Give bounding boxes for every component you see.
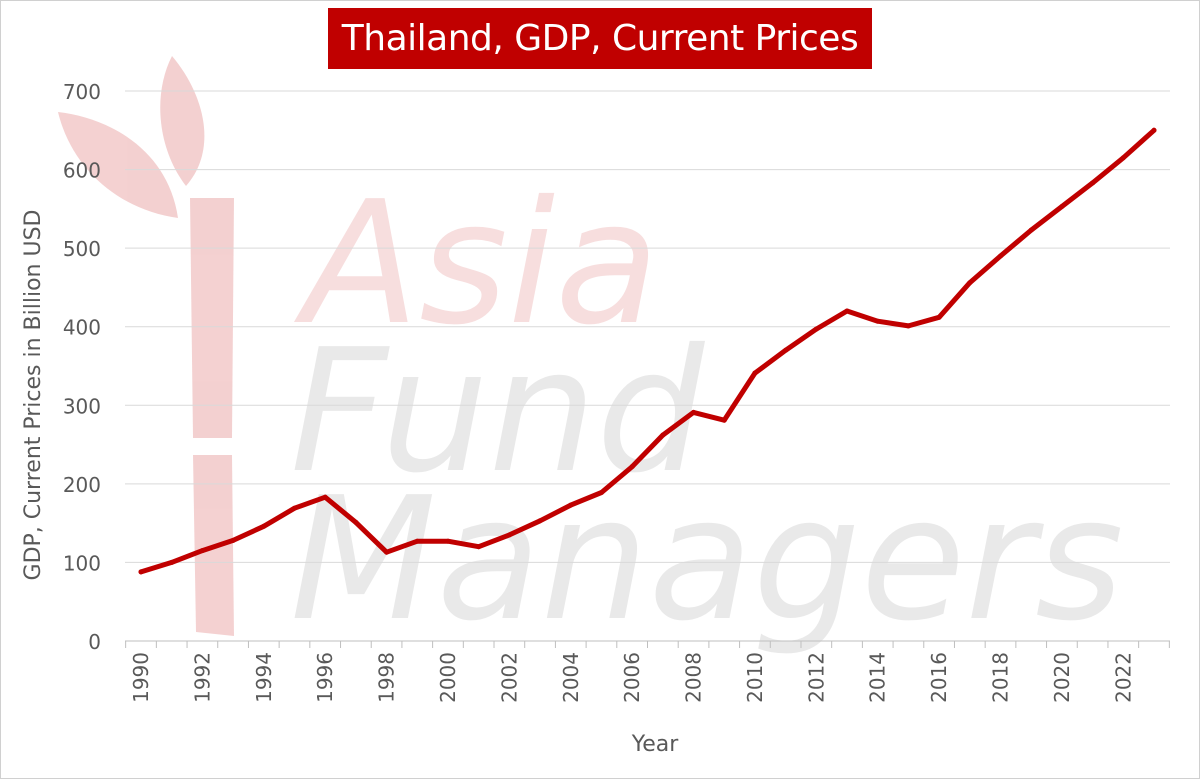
watermark-asia: Asia [293, 165, 659, 363]
data-point [844, 308, 850, 314]
y-tick-label: 0 [88, 630, 101, 654]
x-tick-label: 2014 [866, 652, 890, 703]
x-tick-label: 2008 [682, 652, 706, 703]
x-tick-label: 1994 [252, 652, 276, 703]
y-tick-label: 400 [63, 316, 101, 340]
data-point [230, 537, 236, 543]
data-point [783, 347, 789, 353]
data-point [1120, 155, 1126, 161]
x-tick-label: 1992 [190, 652, 214, 703]
x-tick-label: 1996 [313, 652, 337, 703]
data-point [1090, 180, 1096, 186]
data-point [476, 544, 482, 550]
data-point [813, 326, 819, 332]
y-tick-label: 200 [63, 473, 101, 497]
series-gdp [138, 127, 1157, 575]
axes [125, 640, 1170, 648]
data-point [875, 318, 881, 324]
data-point [353, 519, 359, 525]
x-tick-label: 2018 [989, 652, 1013, 703]
data-point [721, 417, 727, 423]
y-tick-label: 500 [63, 237, 101, 261]
data-point [998, 253, 1004, 259]
watermark-leaf-right [160, 56, 205, 186]
watermark-leaf-left [58, 112, 178, 218]
y-tick-labels: 0 100 200 300 400 500 600 700 [63, 80, 101, 654]
data-point [138, 569, 144, 575]
y-tick-label: 700 [63, 80, 101, 104]
x-tick-label: 2016 [927, 652, 951, 703]
x-tick-label: 2000 [436, 652, 460, 703]
watermark-managers: Managers [290, 461, 1124, 659]
x-tick-label: 2002 [497, 652, 521, 703]
series-line [138, 127, 1157, 575]
watermark-stem-upper [190, 198, 234, 438]
data-point [169, 559, 175, 565]
data-point [261, 523, 267, 529]
data-point [445, 538, 451, 544]
data-point [537, 518, 543, 524]
x-tick-label: 2012 [804, 652, 828, 703]
x-tick-label: 1998 [375, 652, 399, 703]
x-tick-label: 2006 [620, 652, 644, 703]
gridlines [125, 90, 1170, 563]
data-point [1028, 227, 1034, 233]
data-point [384, 549, 390, 555]
data-point [568, 502, 574, 508]
y-tick-label: 600 [63, 159, 101, 183]
x-axis-label: Year [631, 732, 680, 757]
x-tick-label: 2004 [559, 652, 583, 703]
watermark-text: Asia Fund Managers [290, 165, 1124, 659]
data-point [322, 494, 328, 500]
x-tick-label: 2020 [1050, 652, 1074, 703]
data-point [291, 505, 297, 511]
data-point [967, 280, 973, 286]
x-tick-label: 2022 [1111, 652, 1135, 703]
data-point [199, 548, 205, 554]
x-tick-labels: 1990 1992 1994 1996 1998 2000 2002 2004 2006 2008… [129, 652, 1135, 703]
data-point [691, 409, 697, 415]
y-axis-label: GDP, Current Prices in Billion USD [21, 210, 46, 581]
y-tick-label: 300 [63, 394, 101, 418]
data-point [1059, 204, 1065, 209]
data-point [1151, 127, 1157, 133]
data-point [414, 538, 420, 544]
chart-title: Thailand, GDP, Current Prices [328, 8, 872, 69]
data-point [629, 464, 635, 470]
data-point [936, 314, 942, 320]
data-point [660, 432, 666, 438]
data-point [752, 370, 758, 376]
data-point [506, 532, 512, 538]
x-tick-label: 1990 [129, 652, 153, 703]
data-point [598, 490, 604, 495]
watermark-fund: Fund [290, 313, 705, 511]
data-point [905, 323, 911, 329]
y-tick-label: 100 [63, 551, 101, 575]
x-tick-label: 2010 [743, 652, 767, 703]
